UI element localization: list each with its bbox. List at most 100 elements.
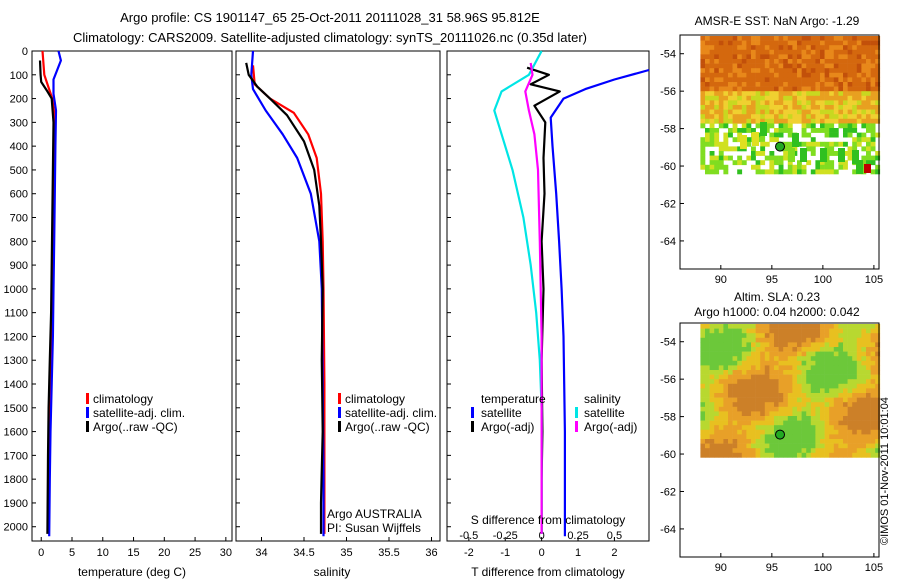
sla-cell [861, 356, 867, 362]
sst-cell [866, 54, 871, 60]
sst-cell [728, 146, 733, 152]
sst-cell [769, 68, 775, 74]
sst-cell [801, 54, 807, 60]
sst-cell [778, 114, 784, 120]
sla-cell [792, 388, 798, 394]
sla-cell [875, 448, 881, 454]
sla-cell [787, 360, 793, 366]
sla-cell [774, 393, 779, 398]
sst-cell [700, 118, 706, 124]
sla-cell [769, 356, 775, 362]
sla-cell [866, 383, 871, 389]
sst-cell [723, 54, 729, 60]
depth-tick-label: 800 [10, 236, 28, 248]
sla-cell [764, 342, 770, 348]
sla-cell [875, 370, 881, 375]
sla-cell [833, 370, 839, 375]
sla-cell [806, 406, 812, 412]
sla-cell [838, 393, 844, 398]
sst-cell [829, 82, 835, 87]
legend-climatology: climatology [93, 392, 153, 406]
sla-cell [751, 379, 756, 385]
sst-cell [829, 40, 835, 46]
sst-cell [714, 95, 720, 101]
sla-cell [787, 411, 793, 417]
sst-cell [709, 40, 715, 46]
sla-cell [769, 406, 775, 412]
sla-cell [764, 379, 770, 385]
sst-cell [866, 146, 871, 152]
sla-cell [755, 425, 761, 431]
sla-cell [824, 388, 830, 394]
sst-cell [838, 86, 844, 92]
sst-cell [728, 77, 733, 83]
sla-cell [797, 406, 802, 412]
sst-cell [705, 68, 710, 74]
sla-cell [737, 397, 743, 403]
sla-cell [764, 347, 770, 352]
sla-cell [778, 393, 784, 398]
sst-cell [866, 40, 871, 46]
sla-cell [714, 324, 720, 329]
sla-cell [714, 429, 720, 435]
sla-cell [875, 439, 881, 444]
sla-cell [723, 434, 729, 440]
sla-cell [829, 388, 835, 394]
sla-cell [709, 439, 715, 444]
sla-cell [737, 429, 743, 435]
sla-cell [815, 439, 821, 444]
legend-satellite: satellite-adj. clim. [345, 406, 437, 420]
sst-cell [760, 118, 766, 124]
sst-cell [764, 63, 770, 69]
sst-cell [797, 49, 802, 55]
sla-cell [746, 406, 752, 412]
sla-cell [870, 397, 876, 403]
sst-cell [751, 68, 756, 74]
sst-cell [815, 95, 821, 101]
sla-map-panel: Altim. SLA: 0.23 Argo h1000: 0.04 h2000:… [660, 290, 883, 574]
sst-cell [783, 118, 789, 124]
sla-cell [778, 452, 784, 458]
sla-cell [732, 379, 738, 385]
sla-cell [760, 448, 766, 454]
sst-cell [774, 155, 779, 161]
sst-cell [737, 95, 743, 101]
sst-cell [801, 128, 807, 133]
sst-cell [797, 105, 802, 110]
sst-cell [856, 36, 862, 41]
sla-cell [856, 328, 862, 334]
sst-cell [718, 100, 724, 106]
sst-cell [815, 169, 821, 175]
sla-cell [806, 347, 812, 352]
sla-cell [755, 324, 761, 329]
sst-cell [810, 59, 816, 64]
lon-tick-label: 90 [715, 274, 727, 286]
sla-cell [866, 393, 871, 398]
sla-cell [778, 406, 784, 412]
sla-cell [732, 425, 738, 431]
sst-cell [755, 123, 761, 129]
sla-cell [764, 365, 770, 371]
sla-cell [728, 406, 733, 412]
sst-cell [737, 72, 743, 78]
sla-cell [792, 360, 798, 366]
sla-cell [833, 443, 839, 449]
sst-cell [866, 151, 871, 156]
sst-cell [778, 63, 784, 69]
sla-cell [820, 365, 825, 371]
sla-cell [810, 397, 816, 403]
sla-cell [746, 429, 752, 435]
sst-cell [824, 155, 830, 161]
sst-cell [824, 63, 830, 69]
sst-cell [792, 105, 798, 110]
sla-cell [870, 347, 876, 352]
sla-cell [718, 420, 724, 426]
sst-cell [875, 63, 881, 69]
sla-cell [746, 388, 752, 394]
sst-cell [714, 36, 720, 41]
sst-cell [806, 91, 812, 97]
sst-cell [801, 141, 807, 147]
sla-cell [870, 452, 876, 458]
sst-cell [737, 77, 743, 83]
sst-cell [838, 141, 844, 147]
